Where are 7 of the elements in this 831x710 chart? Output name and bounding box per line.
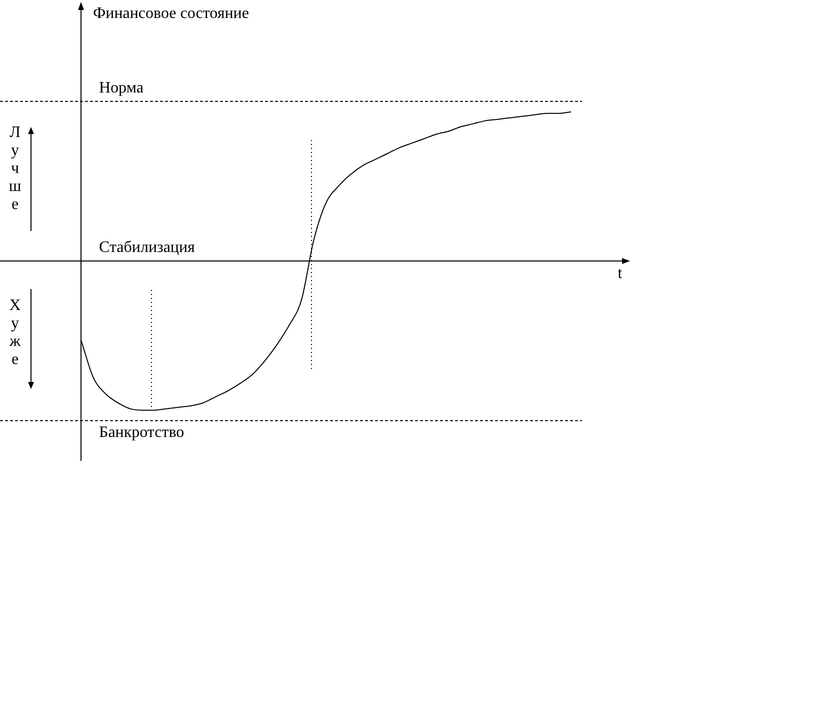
text: Хуже xyxy=(8,296,22,368)
text: Лучше xyxy=(8,124,22,213)
ref-line-label: Стабилизация xyxy=(99,239,196,256)
ref-line-label: Банкротство xyxy=(99,424,184,441)
text: Финансовое состояние xyxy=(93,5,249,22)
x-axis-title: t xyxy=(618,265,623,282)
ref-line-label: Норма xyxy=(99,80,144,97)
